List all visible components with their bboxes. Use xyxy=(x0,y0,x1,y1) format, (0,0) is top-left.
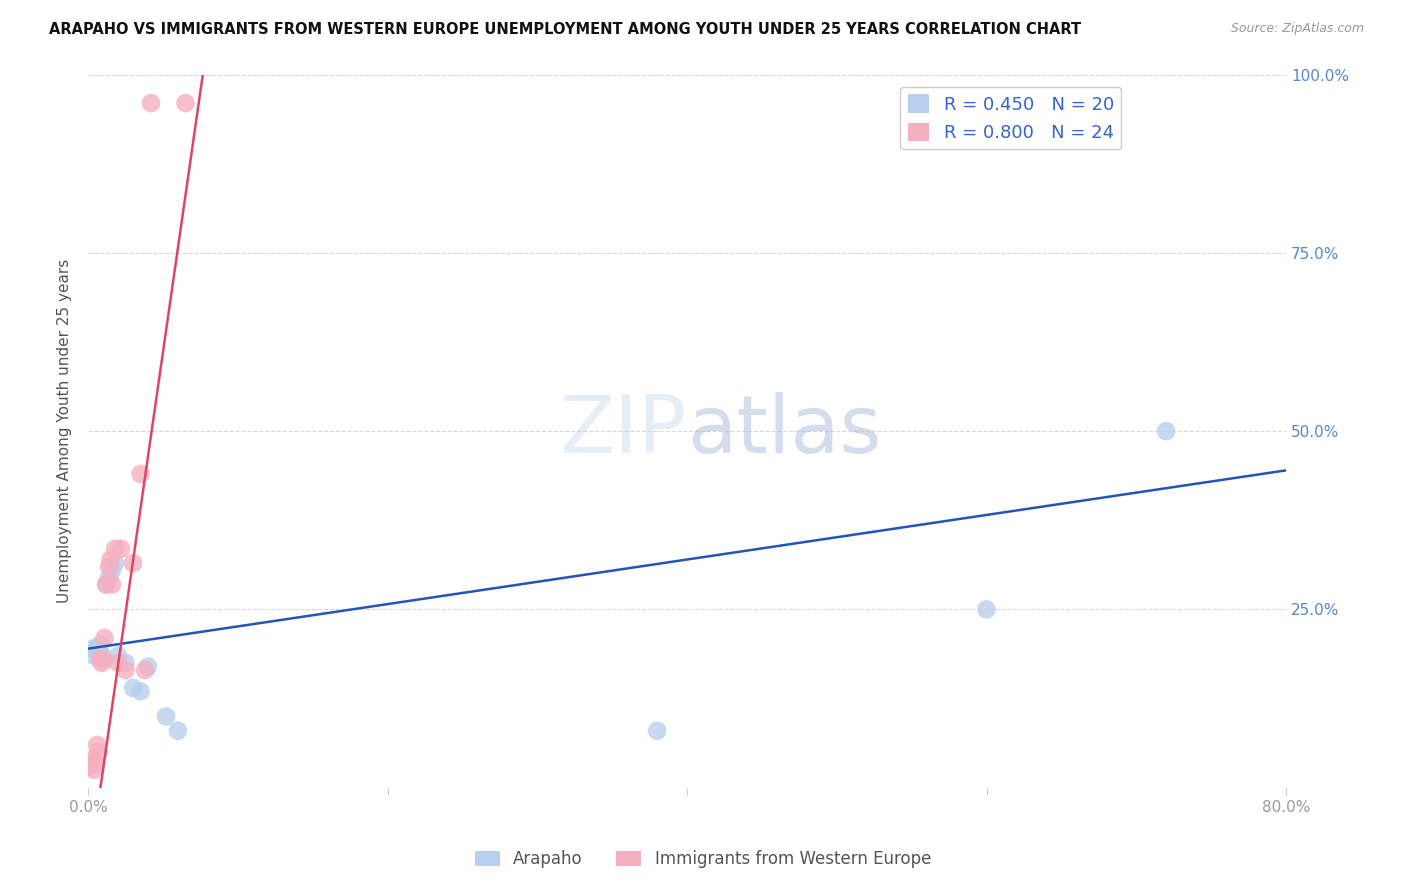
Point xyxy=(645,723,668,738)
Point xyxy=(94,577,117,591)
Point xyxy=(129,684,152,698)
Point xyxy=(90,656,112,670)
Point xyxy=(1154,424,1177,438)
Point xyxy=(84,756,107,770)
Point xyxy=(110,541,132,556)
Point xyxy=(101,563,124,577)
Point xyxy=(89,638,111,652)
Point xyxy=(89,652,111,666)
Point xyxy=(139,96,162,111)
Point xyxy=(80,756,103,770)
Point xyxy=(82,752,104,766)
Point xyxy=(94,577,117,591)
Y-axis label: Unemployment Among Youth under 25 years: Unemployment Among Youth under 25 years xyxy=(58,259,72,603)
Point xyxy=(87,645,110,659)
Point xyxy=(93,631,115,645)
Point xyxy=(976,602,998,616)
Point xyxy=(83,763,105,777)
Point xyxy=(114,663,136,677)
Point xyxy=(104,541,127,556)
Point xyxy=(134,663,156,677)
Point xyxy=(98,559,121,574)
Point xyxy=(79,759,101,773)
Point xyxy=(155,709,177,723)
Point xyxy=(167,723,190,738)
Point xyxy=(174,96,197,111)
Point xyxy=(114,656,136,670)
Point xyxy=(129,467,152,481)
Point xyxy=(104,556,127,570)
Point xyxy=(136,659,159,673)
Legend: Arapaho, Immigrants from Western Europe: Arapaho, Immigrants from Western Europe xyxy=(468,844,938,875)
Point xyxy=(107,648,129,663)
Point xyxy=(101,577,124,591)
Point xyxy=(122,556,145,570)
Point xyxy=(98,570,121,584)
Point xyxy=(100,552,122,566)
Point xyxy=(86,641,108,656)
Point xyxy=(83,648,105,663)
Point xyxy=(107,656,129,670)
Legend: R = 0.450   N = 20, R = 0.800   N = 24: R = 0.450 N = 20, R = 0.800 N = 24 xyxy=(900,87,1121,149)
Point xyxy=(91,648,114,663)
Text: ARAPAHO VS IMMIGRANTS FROM WESTERN EUROPE UNEMPLOYMENT AMONG YOUTH UNDER 25 YEAR: ARAPAHO VS IMMIGRANTS FROM WESTERN EUROP… xyxy=(49,22,1081,37)
Text: Source: ZipAtlas.com: Source: ZipAtlas.com xyxy=(1230,22,1364,36)
Point xyxy=(86,738,108,752)
Text: ZIP: ZIP xyxy=(560,392,688,470)
Point xyxy=(87,745,110,759)
Text: atlas: atlas xyxy=(688,392,882,470)
Point xyxy=(82,641,104,656)
Point xyxy=(91,652,114,666)
Point xyxy=(122,681,145,695)
